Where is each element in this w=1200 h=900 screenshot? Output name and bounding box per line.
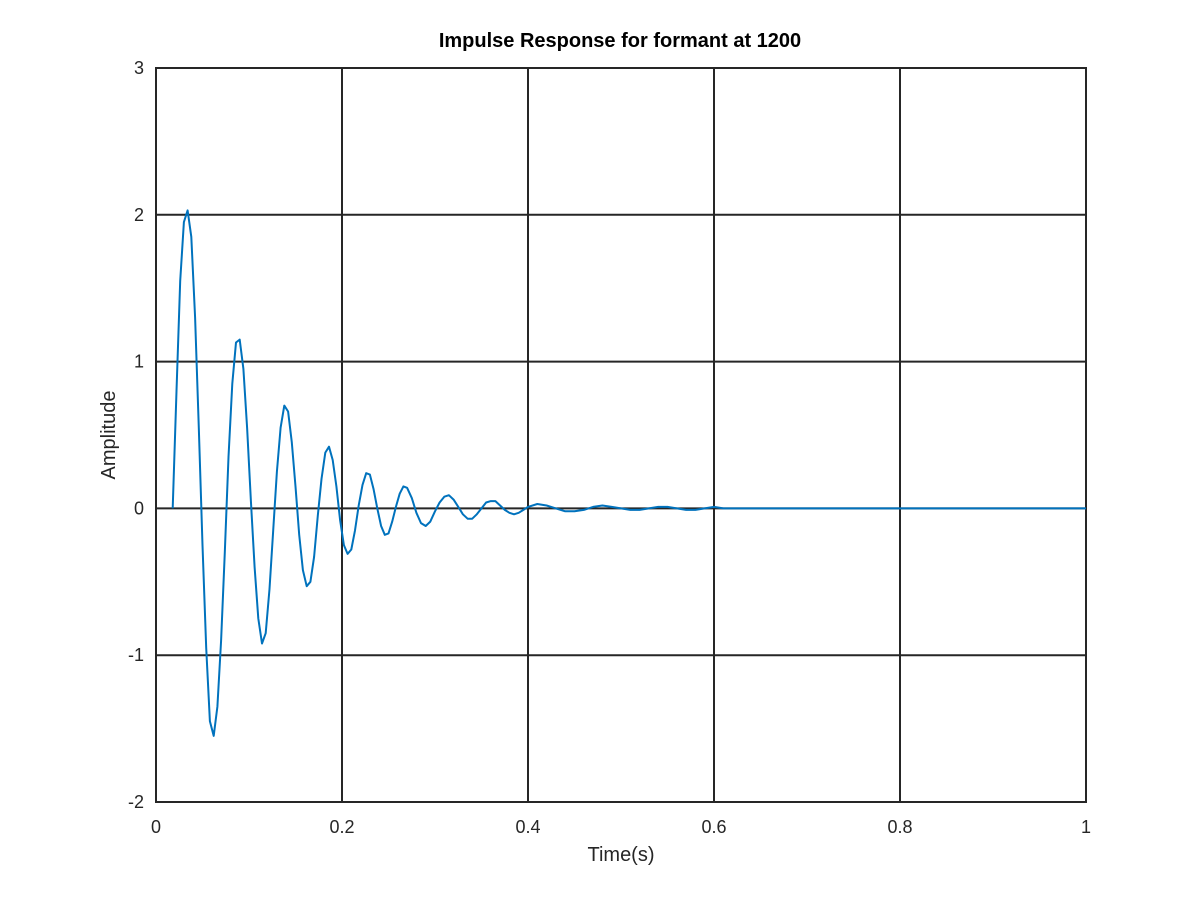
x-axis-label: Time(s) xyxy=(587,844,654,866)
y-tick-label: 2 xyxy=(134,205,144,225)
y-tick-label: -2 xyxy=(128,792,144,812)
grid xyxy=(156,68,1086,802)
x-tick-label: 0.4 xyxy=(515,817,540,837)
y-axis-label: Amplitude xyxy=(98,391,120,480)
x-tick-label: 0 xyxy=(151,817,161,837)
plot-frame xyxy=(155,67,1087,803)
y-axis: -2 -1 0 1 2 3 xyxy=(128,58,144,812)
x-tick-label: 0.8 xyxy=(887,817,912,837)
series-line xyxy=(171,209,1086,737)
x-tick-label: 1 xyxy=(1081,817,1091,837)
x-axis: 0 0.2 0.4 0.6 0.8 1 xyxy=(151,817,1091,837)
x-tick-label: 0.2 xyxy=(329,817,354,837)
series-group xyxy=(171,209,1086,737)
y-tick-label: 1 xyxy=(134,352,144,372)
y-tick-label: -1 xyxy=(128,645,144,665)
y-tick-label: 0 xyxy=(134,498,144,518)
y-tick-label: 3 xyxy=(134,58,144,78)
x-tick-label: 0.6 xyxy=(701,817,726,837)
chart-title: Impulse Response for formant at 1200 xyxy=(439,30,801,52)
